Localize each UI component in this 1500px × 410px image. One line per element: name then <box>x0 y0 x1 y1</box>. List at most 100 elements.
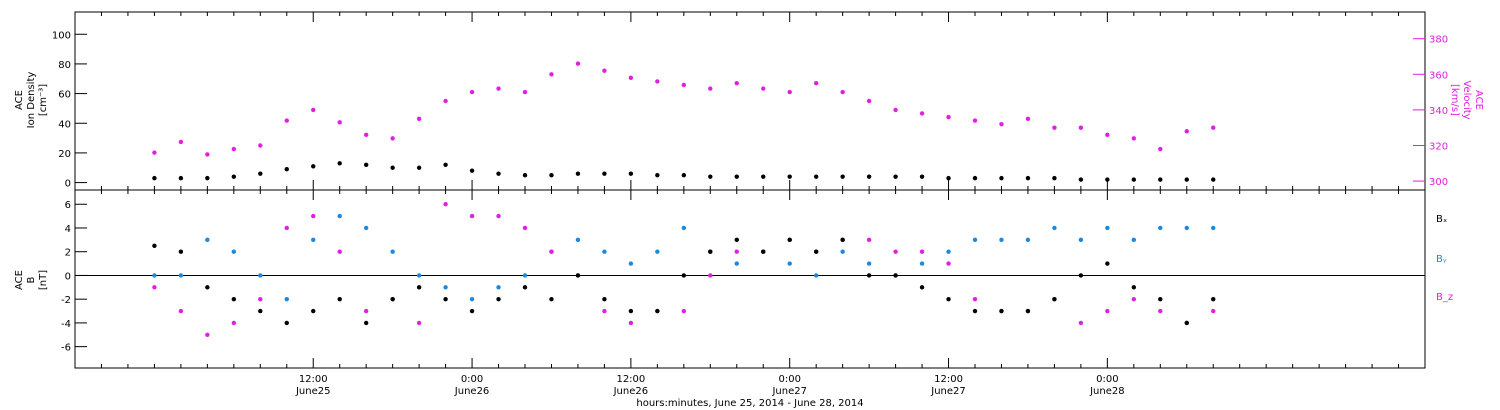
velocity-point <box>761 86 766 91</box>
by-point <box>496 285 501 290</box>
time-tick-label: 12:00 <box>616 374 645 385</box>
by-point <box>655 249 660 254</box>
by-point <box>258 273 263 278</box>
bx-point <box>496 296 501 302</box>
bx-point <box>734 237 739 243</box>
velocity-point <box>946 114 951 120</box>
day-tick-label: June26 <box>454 386 490 397</box>
density-point <box>284 167 289 172</box>
velocity-tick-label: 300 <box>1429 177 1448 188</box>
bz-point <box>972 296 978 302</box>
field-axis-ticks: -6 -4 -2 0 2 4 6 <box>61 200 87 354</box>
bx-point <box>919 285 925 290</box>
velocity-point <box>1105 132 1110 138</box>
bx-point <box>443 296 448 302</box>
density-point <box>1158 177 1163 182</box>
bz-point <box>205 332 210 337</box>
by-point <box>178 273 184 278</box>
velocity-point <box>1158 146 1163 152</box>
velocity-point <box>628 75 634 81</box>
density-point <box>337 161 342 166</box>
density-point <box>390 165 395 170</box>
velocity-point <box>1025 116 1031 122</box>
bx-point <box>178 249 184 254</box>
bx-point <box>575 273 581 278</box>
bx-point <box>972 308 978 314</box>
density-point <box>840 174 845 179</box>
density-point <box>311 164 316 169</box>
bz-point <box>628 320 634 326</box>
by-point <box>999 237 1004 243</box>
field-axis-label-line3: [nT] <box>38 270 49 290</box>
bottom-panel-frame <box>74 189 1426 369</box>
velocity-point <box>1052 125 1057 130</box>
bz-point <box>1131 296 1137 302</box>
bz-point <box>363 308 369 314</box>
bx-point <box>708 249 713 254</box>
velocity-point <box>205 152 210 157</box>
velocity-point <box>972 118 978 123</box>
by-point <box>1078 237 1084 243</box>
legend-by: Bᵧ <box>1436 254 1447 265</box>
density-point <box>231 174 237 179</box>
density-tick-label: 0 <box>65 179 71 190</box>
by-point <box>602 249 607 254</box>
velocity-point <box>258 143 263 148</box>
bz-point <box>708 273 713 278</box>
density-point <box>813 174 819 179</box>
velocity-point <box>575 61 581 66</box>
by-point <box>734 261 739 266</box>
density-tick-label: 80 <box>58 60 71 71</box>
bx-point <box>655 308 660 314</box>
velocity-point <box>708 86 713 91</box>
velocity-axis-label-line1: ACE <box>1473 90 1484 110</box>
bz-point <box>337 249 342 254</box>
bz-point <box>866 237 872 243</box>
bx-point <box>946 296 951 302</box>
by-point <box>416 273 422 278</box>
density-point <box>1052 175 1057 181</box>
time-axis: 12:00June250:00June2612:00June260:00June… <box>100 12 1400 397</box>
velocity-point <box>813 81 819 86</box>
velocity-point <box>866 98 872 104</box>
field-axis-label-line2: B <box>26 276 37 283</box>
bx-point <box>311 308 316 314</box>
bz-point <box>681 308 687 314</box>
top-panel-frame <box>74 11 1426 191</box>
bx-point <box>999 308 1004 314</box>
field-tick-label: 2 <box>65 248 71 259</box>
density-point <box>178 175 184 181</box>
velocity-point <box>999 121 1004 127</box>
magnetic-field-panel: -6 -4 -2 0 2 4 6 ACE B [nT] Bₓ Bᵧ B_z <box>14 189 1453 369</box>
density-point <box>469 168 475 173</box>
velocity-tick-label: 340 <box>1429 106 1448 117</box>
velocity-point <box>787 89 792 95</box>
density-point <box>1025 175 1031 181</box>
by-point <box>1052 225 1057 231</box>
velocity-point <box>496 86 501 91</box>
bz-point <box>522 225 528 231</box>
velocity-point <box>1078 125 1084 130</box>
density-point <box>575 171 581 176</box>
density-tick-label: 60 <box>58 90 71 101</box>
density-point <box>708 174 713 179</box>
bx-point <box>152 243 157 248</box>
bz-point <box>602 308 607 314</box>
bz-point <box>946 261 951 266</box>
time-axis-label: hours:minutes, June 25, 2014 - June 28, … <box>636 398 863 409</box>
bz-point <box>1078 320 1084 326</box>
velocity-point <box>363 132 369 138</box>
by-point <box>575 237 581 243</box>
bx-point <box>258 308 263 314</box>
bz-point <box>443 202 448 207</box>
by-point <box>522 273 528 278</box>
velocity-point <box>469 89 475 95</box>
bz-point <box>734 249 739 254</box>
bx-point <box>1158 296 1163 302</box>
velocity-point <box>840 89 845 95</box>
density-point <box>205 175 210 181</box>
time-tick-label: 0:00 <box>778 374 800 385</box>
bx-point <box>390 296 395 302</box>
bx-point <box>337 296 342 302</box>
velocity-point <box>416 116 422 122</box>
